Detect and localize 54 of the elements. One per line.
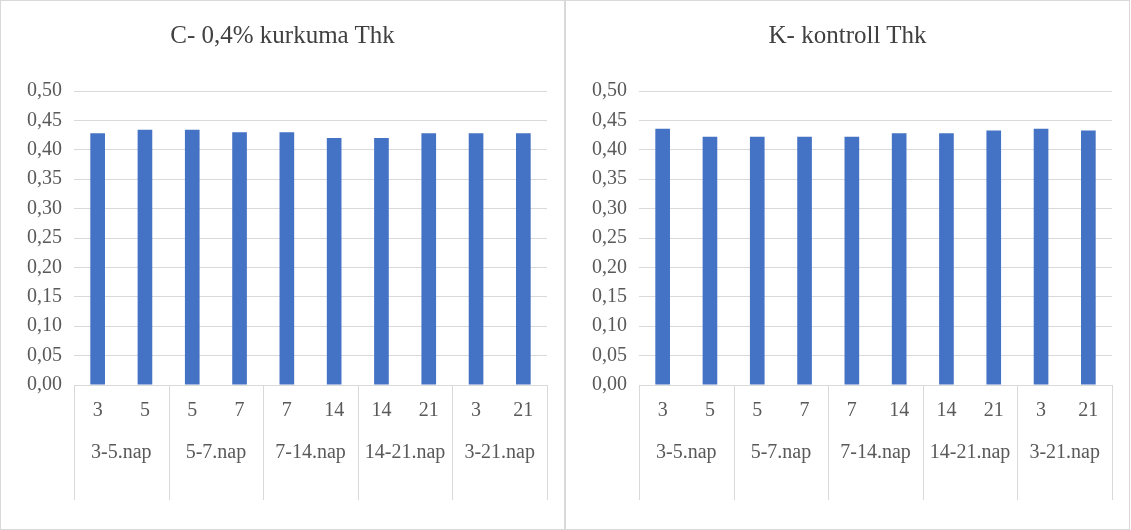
x-tick-label: 3 [1036, 398, 1047, 421]
y-tick-label: 0,50 [27, 78, 62, 101]
y-tick-label: 0,05 [27, 342, 62, 365]
x-tick-label: 5 [139, 398, 150, 421]
text: 3-21.nap [464, 440, 535, 464]
y-tick-label: 0,05 [592, 342, 627, 365]
x-tick-label: 5 [187, 398, 198, 421]
y-tick-label: 0,35 [592, 166, 627, 189]
text: 3-5.nap [656, 440, 717, 464]
x-tick-label: 14 [889, 398, 910, 421]
text: 5-7.nap [750, 440, 812, 464]
x-tick-label: 5 [752, 398, 763, 421]
chart-title: K- kontroll Thk [767, 21, 928, 49]
x-tick-label: 5 [704, 398, 715, 421]
y-tick-label: 0,45 [27, 107, 62, 130]
y-tick-label: 0,00 [592, 372, 627, 395]
text: 14-21.nap [929, 440, 1011, 464]
y-tick-label: 0,20 [592, 254, 627, 277]
text: 3-21.nap [1029, 440, 1100, 464]
y-tick-label: 0,15 [592, 284, 627, 307]
x-tick-label: 7 [281, 398, 292, 421]
y-tick-label: 0,00 [27, 372, 62, 395]
y-tick-label: 0,15 [27, 284, 62, 307]
y-tick-label: 0,25 [27, 225, 62, 248]
x-tick-label: 3 [92, 398, 103, 421]
x-tick-label: 3 [471, 398, 482, 421]
x-tick-label: 21 [418, 398, 439, 421]
y-tick-label: 0,30 [592, 195, 627, 218]
y-tick-label: 0,20 [27, 254, 62, 277]
x-tick-label: 3 [657, 398, 668, 421]
x-tick-label: 7 [234, 398, 245, 421]
y-tick-label: 0,45 [592, 107, 627, 130]
x-tick-label: 14 [936, 398, 957, 421]
x-tick-label: 7 [846, 398, 857, 421]
text: 7-14.nap [840, 440, 911, 464]
y-tick-label: 0,10 [27, 313, 62, 336]
chart-title: C- 0,4% kurkuma Thk [169, 21, 396, 49]
x-tick-label: 14 [324, 398, 345, 421]
text: 7-14.nap [275, 440, 346, 464]
x-tick-label: 7 [799, 398, 810, 421]
x-tick-label: 14 [371, 398, 392, 421]
y-tick-label: 0,25 [592, 225, 627, 248]
y-tick-label: 0,30 [27, 195, 62, 218]
y-tick-label: 0,10 [592, 313, 627, 336]
y-tick-label: 0,40 [592, 137, 627, 160]
x-tick-label: 21 [1078, 398, 1099, 421]
x-tick-label: 21 [513, 398, 534, 421]
y-tick-label: 0,40 [27, 137, 62, 160]
y-tick-label: 0,35 [27, 166, 62, 189]
x-tick-label: 21 [983, 398, 1004, 421]
text: 14-21.nap [364, 440, 446, 464]
text: 3-5.nap [91, 440, 152, 464]
text: 5-7.nap [185, 440, 247, 464]
y-tick-label: 0,50 [592, 78, 627, 101]
